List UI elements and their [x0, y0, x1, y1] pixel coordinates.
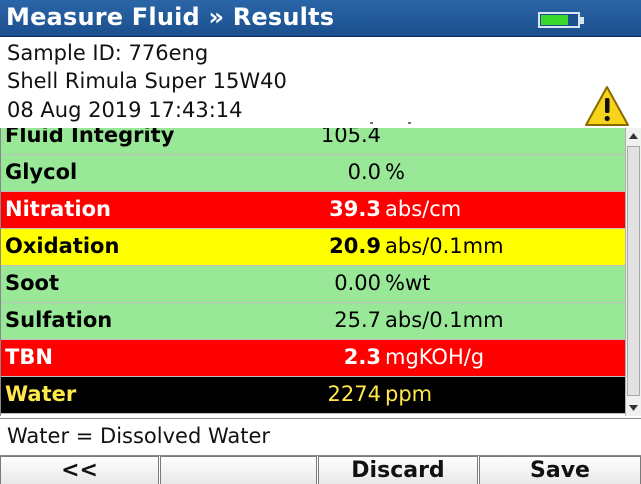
- chevron-up-icon: [629, 133, 638, 139]
- measurement-datetime: 08 Aug 2019 17:43:14: [7, 98, 243, 122]
- result-row-fluid-integrity[interactable]: Fluid Integrity 105.4: [1, 128, 625, 155]
- results-scrollbar[interactable]: [625, 128, 641, 416]
- result-row-nitration[interactable]: Nitration 39.3 abs/cm: [1, 192, 625, 229]
- result-row-oxidation[interactable]: Oxidation 20.9 abs/0.1mm: [1, 229, 625, 266]
- result-unit: abs/0.1mm: [385, 308, 504, 332]
- page-title: Measure Fluid » Results: [6, 3, 335, 31]
- result-row-soot[interactable]: Soot 0.00 %wt: [1, 266, 625, 303]
- back-button[interactable]: <<: [0, 456, 159, 484]
- result-name: TBN: [5, 345, 53, 369]
- result-name: Fluid Integrity: [5, 128, 175, 147]
- divider-tick: [408, 122, 411, 124]
- result-name: Water: [5, 382, 77, 406]
- discard-button[interactable]: Discard: [318, 456, 478, 484]
- result-unit: abs/cm: [385, 197, 462, 221]
- sample-id: Sample ID: 776eng: [7, 41, 209, 65]
- result-name: Sulfation: [5, 308, 113, 332]
- result-name: Soot: [5, 271, 60, 295]
- battery-icon: [538, 12, 584, 28]
- softkey-bar: << Discard Save: [0, 455, 641, 484]
- scroll-up-button[interactable]: [626, 128, 641, 144]
- chevron-down-icon: [629, 405, 638, 411]
- result-row-tbn[interactable]: TBN 2.3 mgKOH/g: [1, 340, 625, 377]
- title-bar: Measure Fluid » Results: [0, 0, 641, 37]
- battery-level-fill: [541, 15, 568, 25]
- result-name: Oxidation: [5, 234, 120, 258]
- battery-cap: [580, 17, 584, 24]
- scroll-down-button[interactable]: [626, 400, 641, 416]
- result-unit: ppm: [385, 382, 433, 406]
- result-value: 25.7: [334, 308, 381, 332]
- result-row-sulfation[interactable]: Sulfation 25.7 abs/0.1mm: [1, 303, 625, 340]
- save-button[interactable]: Save: [479, 456, 641, 484]
- note-text: Water = Dissolved Water: [7, 424, 271, 448]
- result-row-water[interactable]: Water 2274 ppm: [1, 377, 625, 414]
- result-unit: mgKOH/g: [385, 345, 485, 369]
- divider-tick: [370, 122, 373, 124]
- scroll-thumb[interactable]: [627, 146, 640, 396]
- result-name: Glycol: [5, 160, 78, 184]
- result-value: 2.3: [343, 345, 381, 369]
- sample-info-panel: Sample ID: 776eng Shell Rimula Super 15W…: [0, 37, 641, 130]
- status-note: Water = Dissolved Water: [0, 418, 641, 454]
- warning-icon: [585, 86, 629, 126]
- result-value: 20.9: [329, 234, 381, 258]
- result-value: 0.00: [334, 271, 381, 295]
- fluid-name: Shell Rimula Super 15W40: [7, 69, 287, 93]
- result-unit: abs/0.1mm: [385, 234, 504, 258]
- blank-softkey-button[interactable]: [160, 456, 317, 484]
- result-value: 2274: [327, 382, 381, 406]
- result-value: 0.0: [347, 160, 381, 184]
- result-unit: %: [385, 160, 405, 184]
- results-table[interactable]: Fluid Integrity 105.4 Glycol 0.0 % Nitra…: [0, 128, 625, 416]
- result-row-glycol[interactable]: Glycol 0.0 %: [1, 155, 625, 192]
- result-unit: %wt: [385, 271, 431, 295]
- result-value: 39.3: [329, 197, 381, 221]
- result-name: Nitration: [5, 197, 111, 221]
- result-value: 105.4: [320, 128, 381, 147]
